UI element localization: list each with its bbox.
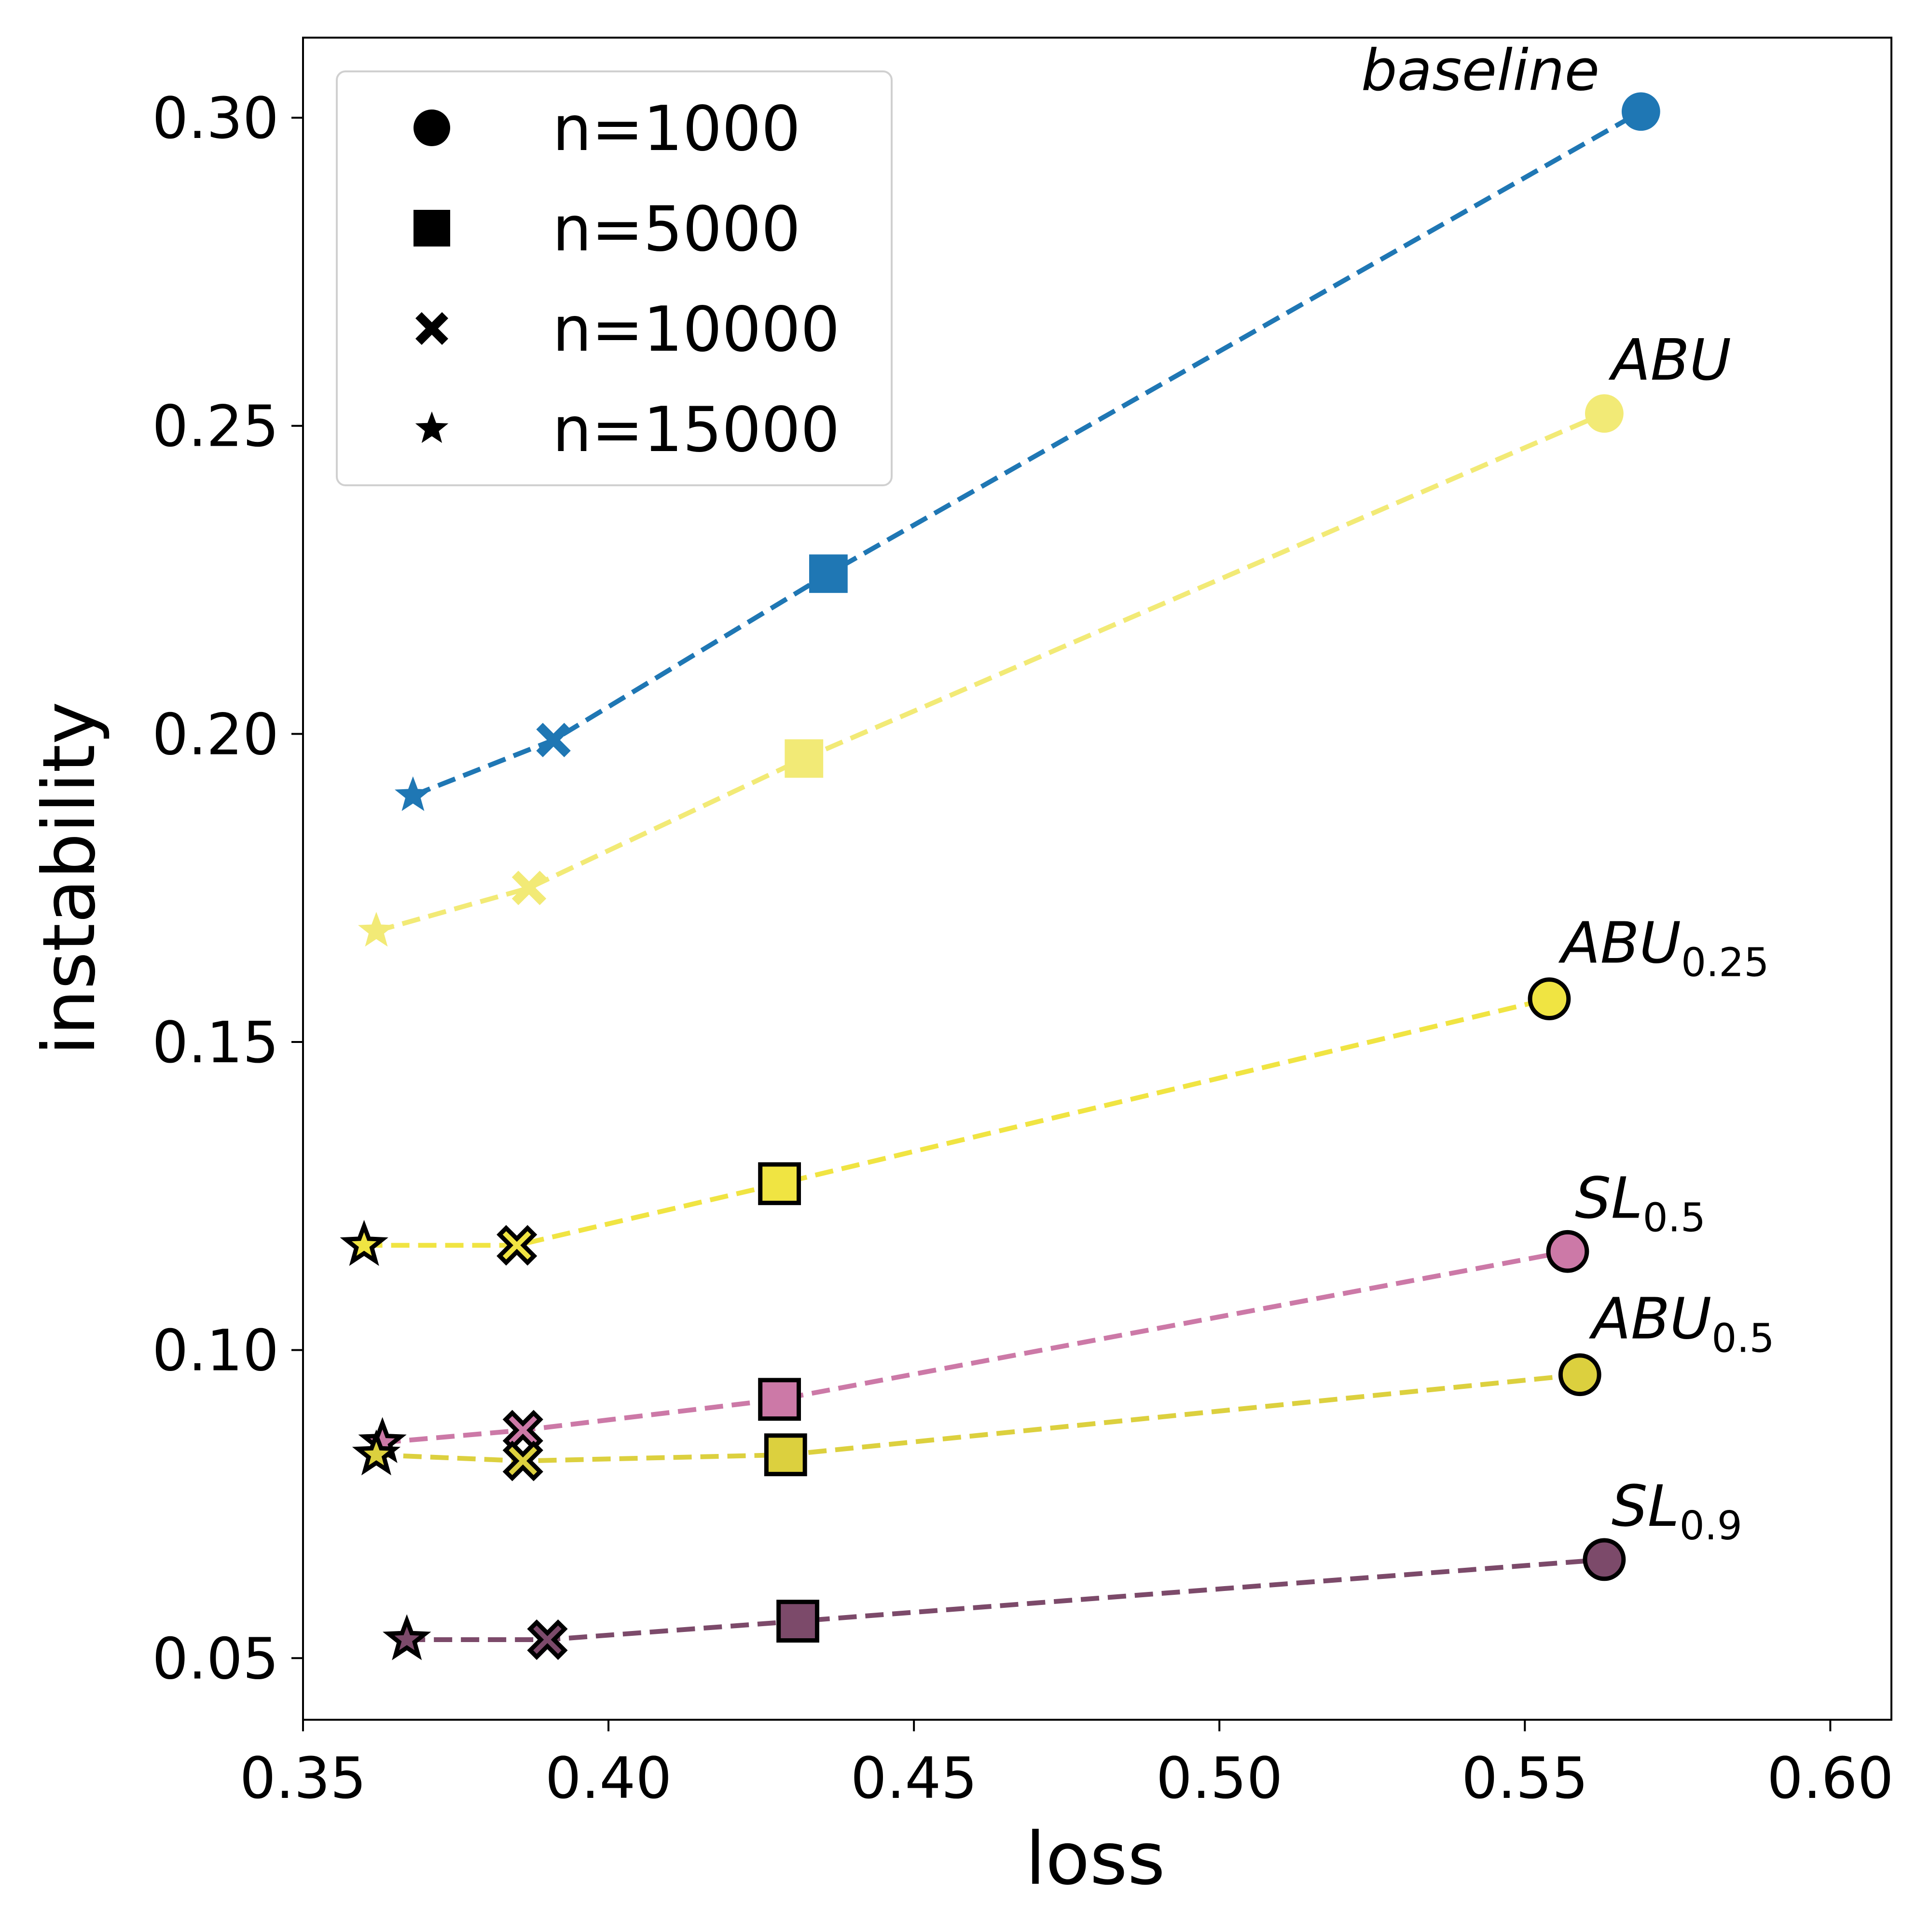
legend-marker-circle	[414, 110, 450, 146]
data-point	[776, 1600, 819, 1643]
series-label-main: SL	[1612, 1473, 1680, 1539]
legend-marker-square	[414, 210, 450, 247]
series-line	[407, 1557, 1605, 1642]
series-label: SL0.9	[1612, 1473, 1742, 1549]
series-label: ABU0.5	[1588, 1286, 1774, 1362]
data-point	[1583, 1538, 1626, 1581]
y-axis-label: instability	[28, 701, 111, 1055]
data-point	[809, 554, 848, 593]
data-point	[536, 723, 571, 757]
x-tick-label: 0.50	[1156, 1745, 1283, 1811]
data-point	[785, 739, 824, 778]
x-axis-ticks: 0.35 0.40 0.45 0.50 0.55 0.60	[240, 1720, 1894, 1811]
data-point	[340, 1219, 388, 1266]
data-point	[358, 912, 395, 947]
x-tick-label: 0.40	[545, 1745, 672, 1811]
series-label-subscript: 0.25	[1681, 940, 1769, 986]
legend-label: n=5000	[552, 193, 800, 265]
y-tick-label: 0.05	[152, 1625, 279, 1692]
legend-label: n=1000	[552, 93, 800, 165]
y-tick-label: 0.25	[152, 393, 279, 460]
legend-marker-x	[415, 312, 448, 345]
data-point	[496, 1225, 538, 1266]
y-tick-label: 0.30	[152, 85, 279, 151]
data-point	[1585, 394, 1624, 433]
legend-label: n=15000	[552, 394, 840, 466]
data-point	[758, 1162, 801, 1206]
legend: n=1000 n=5000 n=10000 n=15000	[336, 70, 893, 486]
series-lines	[364, 109, 1642, 1642]
series-label-subscript: 0.5	[1643, 1195, 1706, 1241]
legend-label: n=10000	[552, 294, 840, 366]
data-point	[383, 1614, 431, 1660]
legend-marker-star	[415, 411, 449, 443]
y-tick-label: 0.20	[152, 701, 279, 767]
x-tick-label: 0.60	[1767, 1745, 1894, 1811]
series-line	[375, 411, 1605, 933]
series-label-main: SL	[1575, 1165, 1643, 1231]
plot-frame	[302, 37, 1892, 1721]
data-point	[764, 1433, 807, 1477]
series-line	[364, 996, 1550, 1248]
legend-box	[336, 70, 893, 486]
data-point	[395, 776, 431, 811]
data-point	[1621, 92, 1660, 131]
series-label-subscript: 0.5	[1711, 1316, 1774, 1362]
x-tick-label: 0.55	[1461, 1745, 1588, 1811]
series-label: SL0.5	[1575, 1165, 1706, 1241]
series-label: baseline	[1361, 37, 1599, 103]
series-line	[382, 1249, 1568, 1445]
data-point	[1528, 977, 1571, 1020]
y-tick-label: 0.10	[152, 1317, 279, 1384]
series-points	[340, 92, 1660, 1660]
series-label-subscript: 0.9	[1680, 1503, 1742, 1549]
series-label: ABU0.25	[1558, 910, 1769, 986]
series-label-main: ABU	[1608, 327, 1731, 393]
series-label: ABU	[1608, 327, 1731, 393]
x-tick-label: 0.35	[240, 1745, 367, 1811]
data-point	[511, 871, 547, 905]
data-point	[527, 1619, 568, 1660]
series-line	[412, 109, 1642, 798]
series-label-main: ABU	[1588, 1286, 1711, 1352]
series-label-main: baseline	[1361, 37, 1599, 103]
data-point	[758, 1378, 801, 1421]
y-axis-ticks: 0.05 0.10 0.15 0.20 0.25 0.30	[152, 85, 303, 1692]
data-point	[1558, 1353, 1601, 1397]
series-line	[376, 1372, 1580, 1464]
data-point	[502, 1440, 543, 1481]
y-tick-label: 0.15	[152, 1009, 279, 1076]
series-label-main: ABU	[1558, 910, 1681, 976]
x-tick-label: 0.45	[851, 1745, 978, 1811]
data-point	[1546, 1230, 1589, 1273]
x-axis-label: loss	[1025, 1817, 1165, 1901]
data-point	[352, 1429, 401, 1476]
